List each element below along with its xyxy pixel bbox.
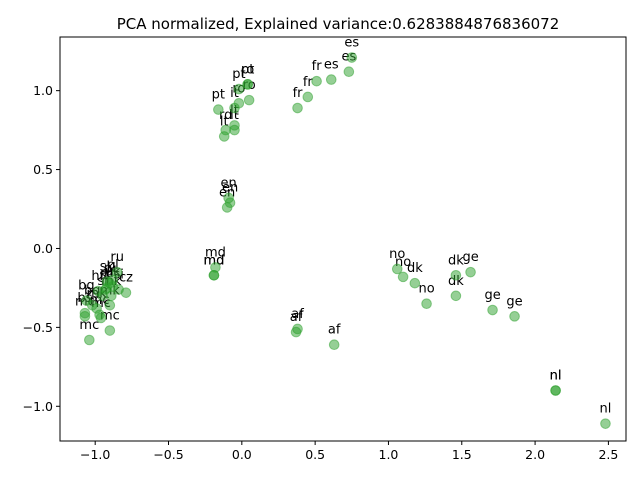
point-label: nl xyxy=(600,402,612,417)
point-label: pl xyxy=(104,261,116,276)
point-label: ru xyxy=(110,250,124,265)
point-label: fr xyxy=(312,59,323,74)
point-label: mc xyxy=(79,318,99,333)
x-tick-label: 0.0 xyxy=(232,447,252,462)
data-point xyxy=(343,66,355,78)
data-point xyxy=(104,325,116,336)
data-point xyxy=(450,290,462,302)
point-label: ge xyxy=(462,250,478,265)
point-label: ge xyxy=(484,288,500,303)
data-point xyxy=(104,299,116,311)
data-point xyxy=(106,290,117,302)
y-tick-label: 0.5 xyxy=(33,162,53,177)
data-point xyxy=(346,52,358,63)
plot-frame xyxy=(59,36,627,442)
data-point xyxy=(84,334,95,346)
point-label: fr xyxy=(303,75,314,90)
x-tick-label: 0.5 xyxy=(305,447,325,462)
data-point xyxy=(600,418,611,429)
data-point xyxy=(213,104,224,115)
point-label: af xyxy=(291,307,304,322)
point-label: pl xyxy=(107,258,119,273)
axes: −1.0 −0.5 0.0 0.5 1.0 1.5 2.0 2.5 −1.0 −0.5 0.0 0.5… xyxy=(23,36,627,462)
point-label: af xyxy=(328,323,341,338)
data-point xyxy=(487,304,498,316)
point-label: no xyxy=(389,247,405,262)
point-label: md xyxy=(205,245,226,260)
data-point xyxy=(509,311,520,322)
data-point xyxy=(243,94,255,106)
point-label: ge xyxy=(506,294,522,309)
point-label: bg xyxy=(78,279,95,294)
y-tick-label: −1.0 xyxy=(23,399,53,414)
x-tick-label: 1.5 xyxy=(452,447,472,462)
point-label: es xyxy=(324,58,339,73)
data-point xyxy=(242,79,253,90)
point-label: ro xyxy=(241,62,254,77)
point-label: es xyxy=(344,36,359,51)
point-label: pt xyxy=(241,62,254,77)
point-label: en xyxy=(222,181,238,196)
point-label: sk xyxy=(100,260,115,275)
data-point xyxy=(95,312,107,324)
x-tick-label: 2.0 xyxy=(525,447,545,462)
data-point xyxy=(302,91,314,103)
data-point xyxy=(397,271,409,283)
point-label: pt xyxy=(232,67,245,82)
point-label: en xyxy=(221,176,237,191)
data-point xyxy=(391,263,403,275)
point-label: cz xyxy=(119,271,133,286)
data-point xyxy=(328,339,340,351)
point-label: fr xyxy=(293,86,304,101)
data-point xyxy=(465,266,476,278)
data-point xyxy=(450,269,462,281)
data-point xyxy=(233,83,245,95)
y-tick-label: 1.0 xyxy=(33,83,53,98)
point-label: no xyxy=(418,282,434,297)
data-point xyxy=(311,75,322,87)
data-point xyxy=(218,131,230,142)
chart-title: PCA normalized, Explained variance:0.628… xyxy=(117,15,560,33)
y-tick-label: −0.5 xyxy=(23,320,53,335)
point-label: pt xyxy=(212,88,225,103)
data-point xyxy=(229,124,240,136)
point-labels: esesesfrfrfrptptrororoptitrdltitltenenen… xyxy=(75,36,611,417)
x-tick-label: −1.0 xyxy=(80,447,110,462)
x-tick-label: −0.5 xyxy=(153,447,183,462)
data-point xyxy=(229,102,240,114)
data-point xyxy=(111,266,123,278)
point-label: nl xyxy=(550,369,562,384)
point-label: lt xyxy=(220,114,229,129)
data-point xyxy=(325,74,337,85)
point-label: nl xyxy=(550,369,562,384)
y-tick-label: 0.0 xyxy=(33,241,53,256)
point-label: it xyxy=(230,86,239,101)
data-point xyxy=(292,102,303,114)
data-point xyxy=(113,284,124,295)
x-tick-label: 1.0 xyxy=(379,447,399,462)
data-point xyxy=(221,202,233,213)
data-point xyxy=(79,311,91,322)
data-points xyxy=(79,52,611,429)
data-point xyxy=(101,282,113,294)
data-point xyxy=(421,298,432,310)
point-label: it xyxy=(230,108,239,123)
point-label: af xyxy=(290,310,303,325)
point-label: dk xyxy=(448,253,464,268)
point-label: dk xyxy=(407,261,423,276)
data-point xyxy=(208,269,220,281)
x-tick-label: 2.5 xyxy=(598,447,618,462)
data-point xyxy=(409,277,421,289)
data-point xyxy=(550,385,561,396)
data-point xyxy=(290,326,302,338)
